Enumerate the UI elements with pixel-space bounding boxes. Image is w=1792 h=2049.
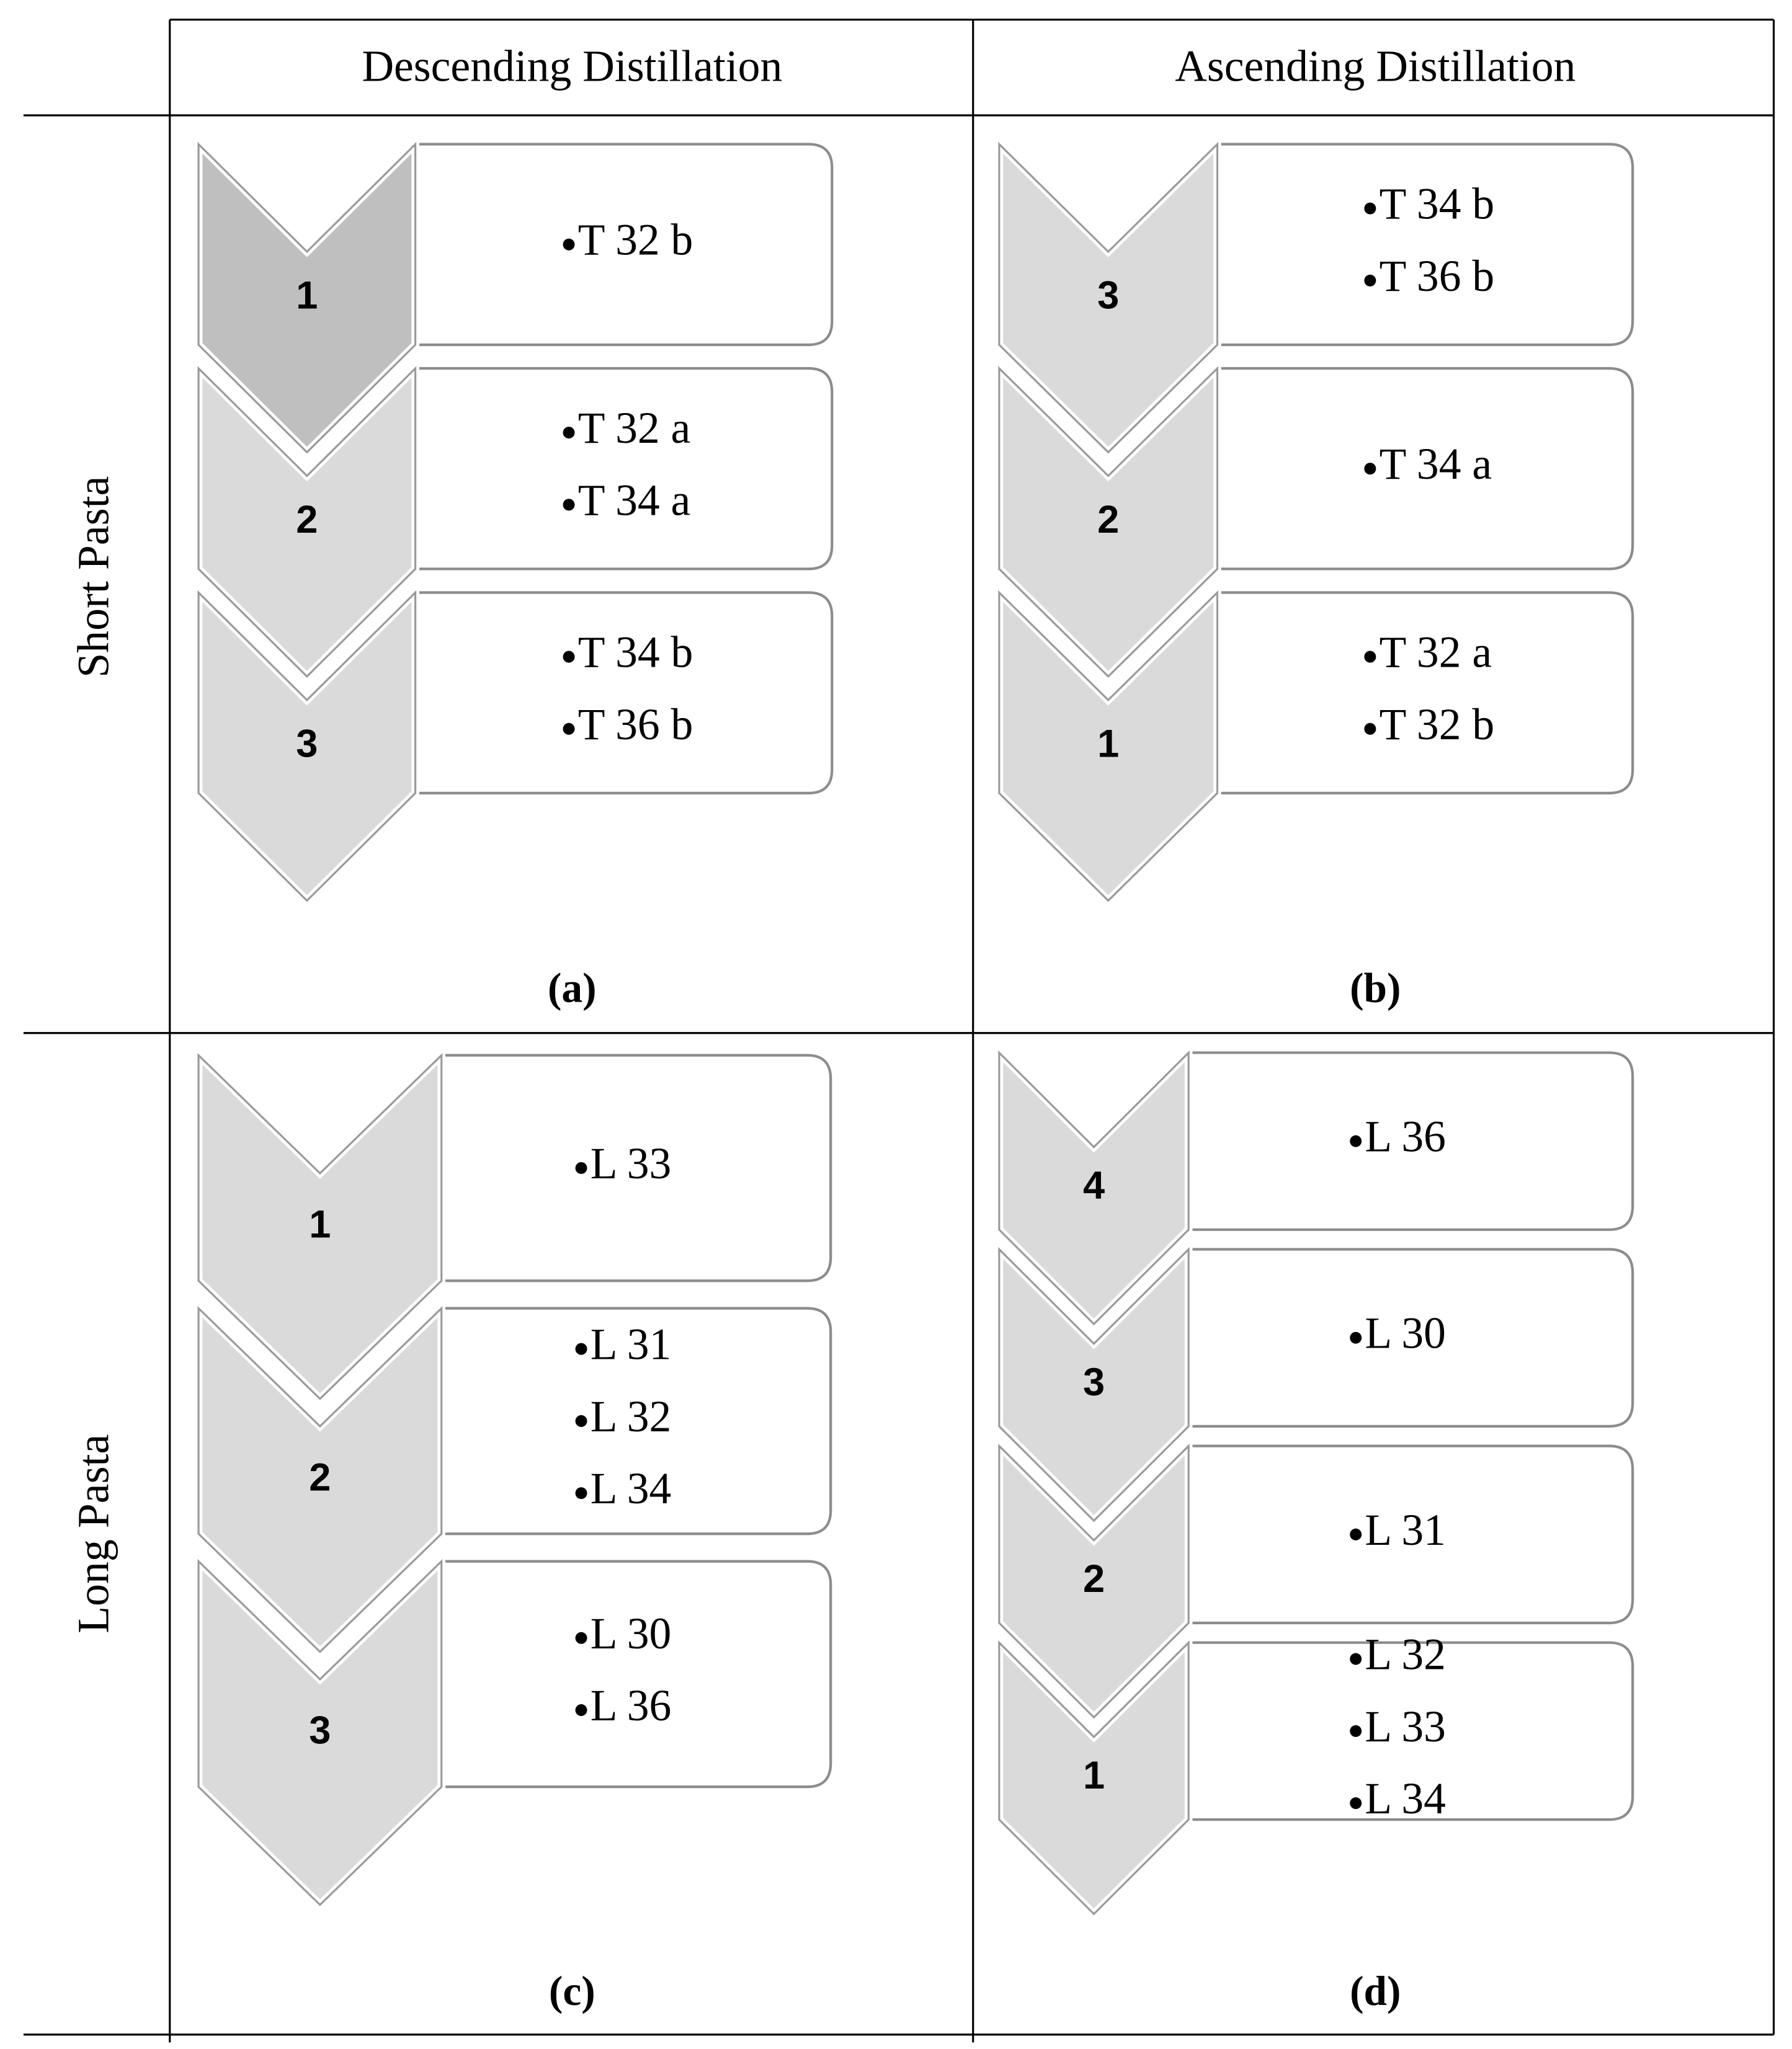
bullet <box>563 499 575 511</box>
chevron-outline <box>998 366 1219 678</box>
panel-caption: (b) <box>1350 965 1401 1011</box>
bullet <box>575 1343 587 1355</box>
step-box <box>414 143 834 347</box>
row-header: Long Pasta <box>68 1434 118 1633</box>
bullet <box>575 1162 587 1174</box>
bullet <box>1364 463 1376 475</box>
row-header: Short Pasta <box>68 476 118 677</box>
step-box <box>1216 143 1634 347</box>
step-item: L 32 <box>1365 1629 1446 1679</box>
chevron-outline <box>197 1052 443 1400</box>
bullet <box>575 1704 587 1717</box>
step-number: 3 <box>309 1709 331 1752</box>
step-number: 2 <box>1083 1557 1105 1601</box>
bullet <box>575 1632 587 1644</box>
step-item: T 32 a <box>1380 627 1492 677</box>
step-number: 1 <box>309 1202 331 1246</box>
step-box <box>1187 1641 1634 1821</box>
chevron-outline <box>197 590 417 902</box>
chevron-outline <box>197 1305 443 1653</box>
step-box <box>1216 591 1634 795</box>
step-item: T 34 a <box>1380 439 1492 489</box>
step-box <box>1187 1248 1634 1428</box>
chevron-outline <box>197 141 417 454</box>
bullet <box>1350 1797 1362 1810</box>
step-item: T 36 b <box>578 700 693 749</box>
step-item: L 31 <box>1365 1505 1446 1555</box>
column-header: Descending Distillation <box>362 42 782 91</box>
step-item: L 36 <box>1365 1112 1446 1162</box>
step-box <box>440 1307 832 1536</box>
step-item: T 36 b <box>1380 251 1495 301</box>
step-box <box>414 367 834 571</box>
bullet <box>563 722 575 735</box>
step-item: T 34 a <box>578 475 691 525</box>
step-number: 2 <box>309 1456 331 1499</box>
step-number: 3 <box>1083 1361 1105 1404</box>
step-box <box>440 1054 832 1282</box>
bullet <box>575 1415 587 1427</box>
chevron-outline <box>197 1558 443 1906</box>
step-item: L 33 <box>1365 1702 1446 1751</box>
bullet <box>1364 202 1376 215</box>
step-item: L 34 <box>1365 1774 1446 1823</box>
step-item: T 32 b <box>578 215 693 265</box>
bullet <box>1350 1725 1362 1737</box>
step-item: L 33 <box>591 1139 672 1188</box>
chevron-outline <box>998 1640 1190 1916</box>
chevron-outline <box>998 1443 1190 1719</box>
step-number: 1 <box>296 274 318 318</box>
chevron-outline <box>998 1247 1190 1522</box>
chevron-outline <box>197 366 417 678</box>
bullet <box>1364 274 1376 287</box>
step-number: 1 <box>1083 1754 1105 1797</box>
chevron-outline <box>998 590 1219 902</box>
bullet <box>575 1487 587 1500</box>
step-number: 2 <box>296 498 318 541</box>
column-header: Ascending Distillation <box>1175 42 1576 91</box>
step-item: T 32 b <box>1380 700 1495 749</box>
bullet <box>1364 722 1376 735</box>
step-box <box>414 591 834 795</box>
step-item: L 31 <box>591 1320 672 1369</box>
panel-caption: (d) <box>1350 1968 1401 2014</box>
step-item: L 32 <box>591 1392 672 1441</box>
panel-caption: (c) <box>549 1968 595 2014</box>
step-item: T 34 b <box>1380 179 1495 228</box>
bullet <box>563 427 575 439</box>
step-number: 4 <box>1083 1164 1105 1207</box>
step-box <box>1187 1444 1634 1625</box>
chevron-outline <box>998 141 1219 454</box>
panel-caption: (a) <box>548 965 597 1011</box>
bullet <box>1350 1653 1362 1665</box>
bullet <box>1350 1135 1362 1147</box>
step-item: L 36 <box>591 1681 672 1730</box>
bullet <box>563 238 575 251</box>
step-item: T 34 b <box>578 627 693 677</box>
bullet <box>563 651 575 663</box>
step-box <box>1187 1051 1634 1231</box>
step-number: 2 <box>1097 498 1119 541</box>
table-grid <box>23 19 1775 2043</box>
step-item: T 32 a <box>578 403 691 453</box>
step-item: L 30 <box>1365 1309 1446 1358</box>
step-number: 3 <box>296 722 318 765</box>
chevron-outline <box>998 1050 1190 1326</box>
bullet <box>1364 651 1376 663</box>
step-number: 1 <box>1097 722 1119 765</box>
bullet <box>1350 1528 1362 1540</box>
step-box <box>440 1560 832 1789</box>
bullet <box>1350 1331 1362 1344</box>
step-box <box>1216 367 1634 571</box>
step-item: L 30 <box>591 1609 672 1658</box>
step-number: 3 <box>1097 274 1119 318</box>
step-item: L 34 <box>591 1464 672 1513</box>
